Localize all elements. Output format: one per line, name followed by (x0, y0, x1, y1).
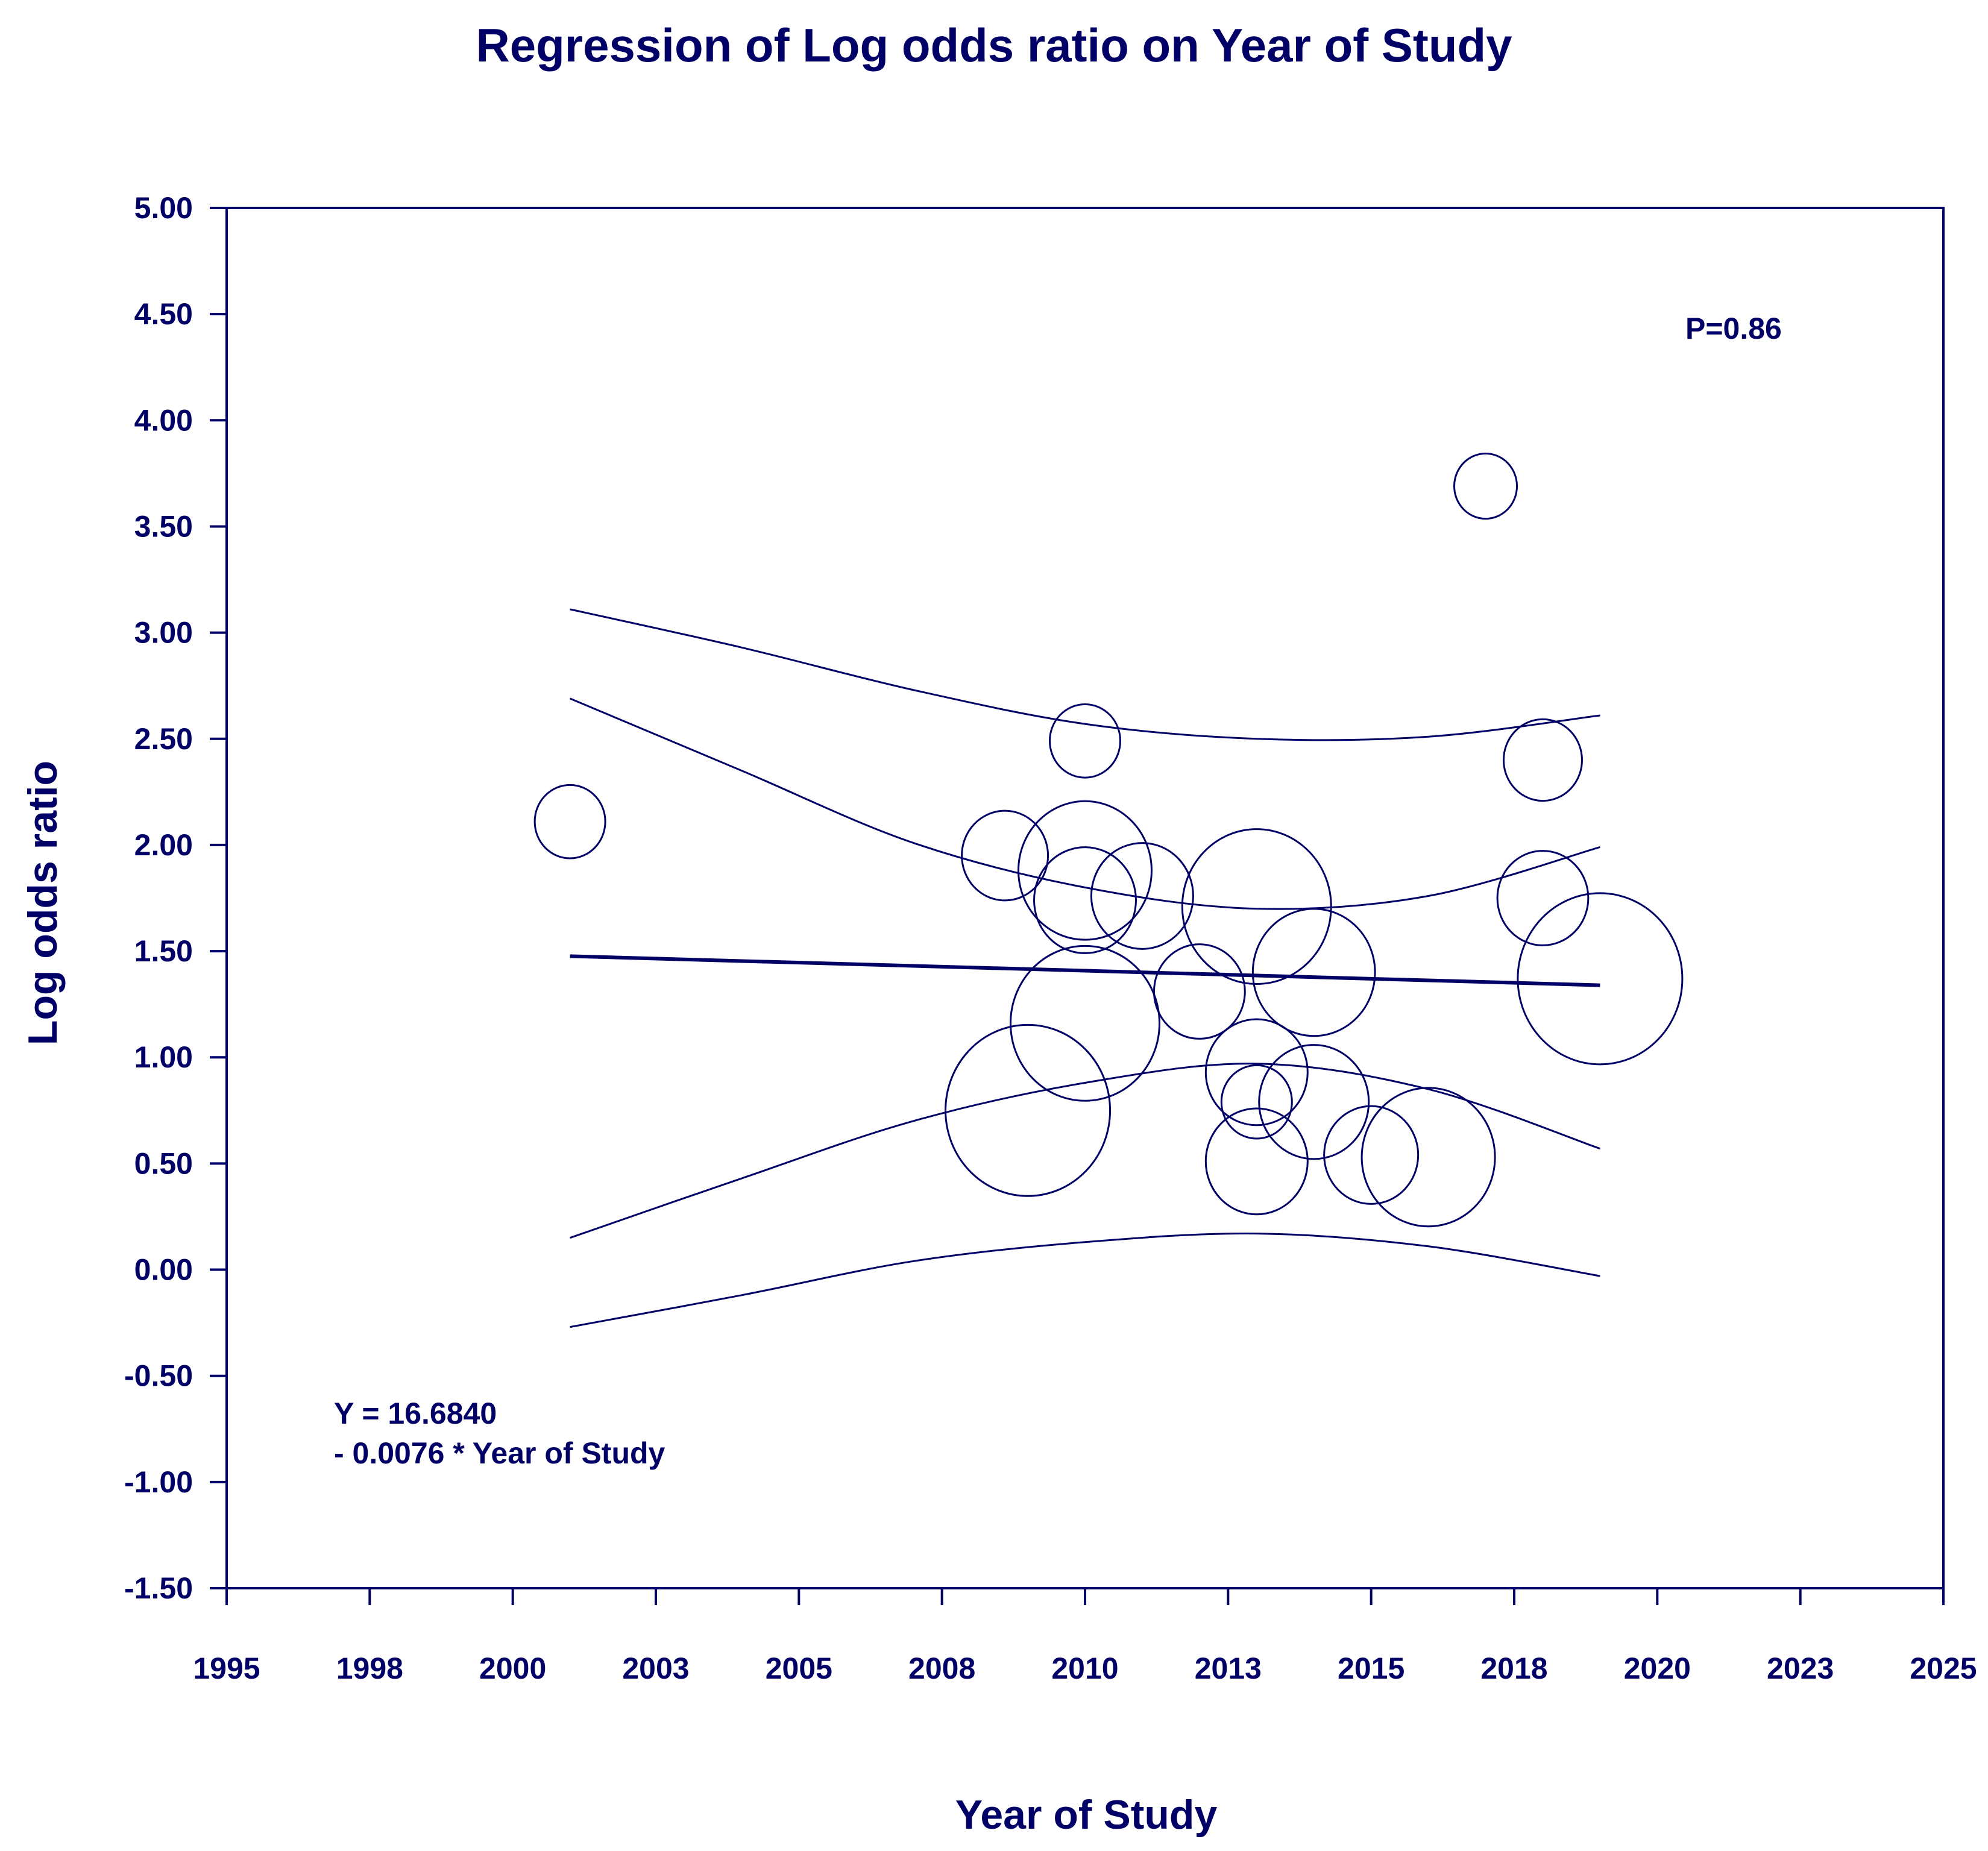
y-tick-label: 5.00 (134, 191, 193, 225)
study-point (1049, 703, 1121, 779)
chart-title: Regression of Log odds ratio on Year of … (476, 19, 1512, 72)
x-tick-label: 2003 (622, 1651, 689, 1685)
y-tick-label: 4.00 (134, 403, 193, 437)
study-points (533, 452, 1684, 1228)
study-point (961, 809, 1049, 902)
y-tick-label: 0.50 (134, 1146, 193, 1180)
study-point (1181, 828, 1332, 985)
band-outer-upper (570, 608, 1600, 741)
y-tick-label: 0.00 (134, 1253, 193, 1287)
x-tick-label: 1998 (336, 1651, 403, 1685)
study-point (1090, 842, 1194, 950)
x-tick-label: 2000 (479, 1651, 546, 1685)
regression-equation-line-1: Y = 16.6840 (334, 1397, 497, 1430)
y-tick-label: 4.50 (134, 297, 193, 331)
study-point (1517, 892, 1684, 1066)
study-point (1010, 944, 1160, 1102)
x-tick-label: 2015 (1338, 1651, 1404, 1685)
study-point (533, 784, 606, 860)
y-tick-label: 1.00 (134, 1040, 193, 1074)
study-point (1033, 846, 1137, 954)
y-axis-title: Log odds ratio (20, 761, 66, 1045)
y-tick-label: 1.50 (134, 934, 193, 968)
y-axis: 5.00 4.50 4.00 3.50 3.00 2.50 2.00 1.50 1.00 0.50… (124, 191, 227, 1605)
study-point (1453, 452, 1518, 520)
x-tick-label: 2025 (1910, 1651, 1977, 1685)
x-tick-label: 2010 (1051, 1651, 1118, 1685)
y-tick-label: 2.50 (134, 722, 193, 756)
y-tick-label: 3.50 (134, 509, 193, 543)
plot-frame (225, 207, 1945, 1589)
regression-line (570, 954, 1600, 987)
study-point (1220, 1064, 1293, 1140)
band-inner-upper (570, 697, 1600, 910)
y-tick-label: -0.50 (124, 1359, 193, 1393)
x-tick-label: 2008 (908, 1651, 975, 1685)
study-point (1502, 718, 1583, 802)
x-tick-label: 2018 (1480, 1651, 1547, 1685)
band-outer-lower (570, 1233, 1600, 1328)
study-point (1153, 943, 1246, 1040)
study-point (1496, 850, 1590, 946)
study-point (1360, 1087, 1496, 1228)
regression-line-group (570, 954, 1600, 987)
x-tick-label: 2020 (1624, 1651, 1691, 1685)
x-tick-label: 2023 (1767, 1651, 1834, 1685)
y-tick-label: -1.00 (124, 1465, 193, 1499)
x-tick-label: 2013 (1195, 1651, 1262, 1685)
study-point (945, 1023, 1112, 1197)
y-tick-label: 2.00 (134, 828, 193, 862)
y-tick-label: 3.00 (134, 616, 193, 650)
x-axis-title: Year of Study (955, 1792, 1218, 1838)
p-value-label: P=0.86 (1685, 312, 1782, 345)
study-point (1204, 1018, 1309, 1127)
study-point (1323, 1105, 1420, 1205)
study-point (1018, 800, 1153, 941)
study-point (1204, 1107, 1309, 1216)
y-tick-label: -1.50 (124, 1571, 193, 1605)
confidence-bands (570, 608, 1600, 1328)
x-tick-label: 1995 (193, 1651, 260, 1685)
study-point (1258, 1044, 1370, 1160)
regression-equation-line-2: - 0.0076 * Year of Study (334, 1436, 665, 1470)
x-axis: 1995 1998 2000 2003 2005 2008 2010 2013 2015 2018… (193, 1588, 1977, 1685)
study-point (1251, 908, 1376, 1037)
x-tick-label: 2005 (766, 1651, 832, 1685)
band-inner-lower (570, 1063, 1600, 1239)
